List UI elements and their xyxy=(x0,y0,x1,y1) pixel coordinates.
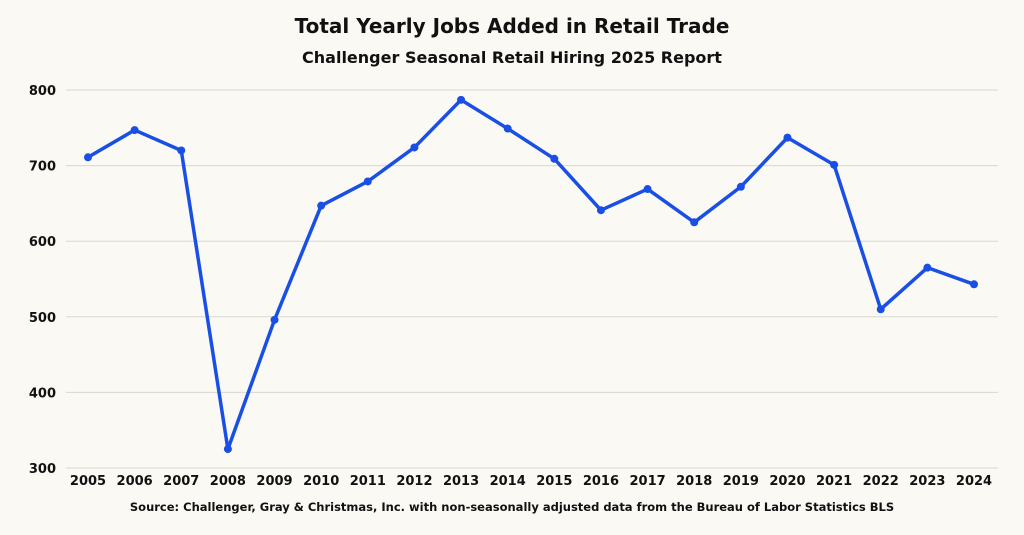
chart-title: Total Yearly Jobs Added in Retail Trade xyxy=(294,14,730,38)
y-tick-label: 300 xyxy=(29,462,56,477)
x-tick-label: 2005 xyxy=(70,474,106,489)
x-tick-label: 2015 xyxy=(536,474,572,489)
y-tick-label: 400 xyxy=(29,386,56,401)
data-point-2011 xyxy=(363,177,372,186)
x-tick-label: 2020 xyxy=(769,474,805,489)
data-point-2022 xyxy=(876,305,885,314)
y-tick-label: 500 xyxy=(29,311,56,326)
y-tick-label: 600 xyxy=(29,235,56,250)
x-tick-label: 2024 xyxy=(956,474,992,489)
x-tick-label: 2012 xyxy=(396,474,432,489)
data-point-2016 xyxy=(596,206,605,215)
x-tick-label: 2008 xyxy=(210,474,246,489)
x-tick-label: 2014 xyxy=(490,474,526,489)
y-tick-label: 800 xyxy=(29,84,56,99)
x-tick-label: 2023 xyxy=(909,474,945,489)
data-point-2017 xyxy=(643,185,652,194)
x-tick-label: 2022 xyxy=(863,474,899,489)
x-tick-label: 2018 xyxy=(676,474,712,489)
y-axis-ticks: 300 400 500 600 700 800 xyxy=(29,84,56,477)
data-point-2010 xyxy=(317,201,326,210)
x-tick-label: 2009 xyxy=(256,474,292,489)
data-point-2005 xyxy=(84,153,92,162)
x-tick-label: 2019 xyxy=(723,474,759,489)
data-point-2018 xyxy=(690,218,699,227)
x-tick-label: 2017 xyxy=(629,474,665,489)
x-tick-label: 2007 xyxy=(163,474,199,489)
data-point-2008 xyxy=(223,445,232,454)
x-axis-ticks: 2005 2006 2007 2008 2009 2010 2011 2012 2013 2014… xyxy=(70,474,992,489)
x-tick-label: 2021 xyxy=(816,474,852,489)
chart-subtitle: Challenger Seasonal Retail Hiring 2025 R… xyxy=(302,48,722,67)
y-tick-label: 700 xyxy=(29,160,56,175)
gridlines xyxy=(66,89,998,469)
data-point-2012 xyxy=(410,143,419,152)
series-points xyxy=(84,95,978,454)
data-point-2014 xyxy=(503,124,512,133)
x-tick-label: 2006 xyxy=(117,474,153,489)
series-line xyxy=(86,98,976,451)
series-line-group xyxy=(86,98,976,451)
x-tick-label: 2016 xyxy=(583,474,619,489)
data-point-2009 xyxy=(270,315,279,324)
data-point-2006 xyxy=(130,126,139,135)
data-point-2013 xyxy=(457,95,466,104)
data-point-2019 xyxy=(736,182,745,191)
x-tick-label: 2013 xyxy=(443,474,479,489)
data-point-2021 xyxy=(830,160,839,169)
x-tick-label: 2010 xyxy=(303,474,339,489)
data-point-2015 xyxy=(550,154,559,163)
data-point-2023 xyxy=(923,263,932,272)
data-point-2020 xyxy=(783,133,792,142)
source-note: Source: Challenger, Gray & Christmas, In… xyxy=(129,500,895,514)
data-point-2007 xyxy=(177,146,186,155)
x-tick-label: 2011 xyxy=(350,474,386,489)
data-point-2024 xyxy=(970,280,978,289)
